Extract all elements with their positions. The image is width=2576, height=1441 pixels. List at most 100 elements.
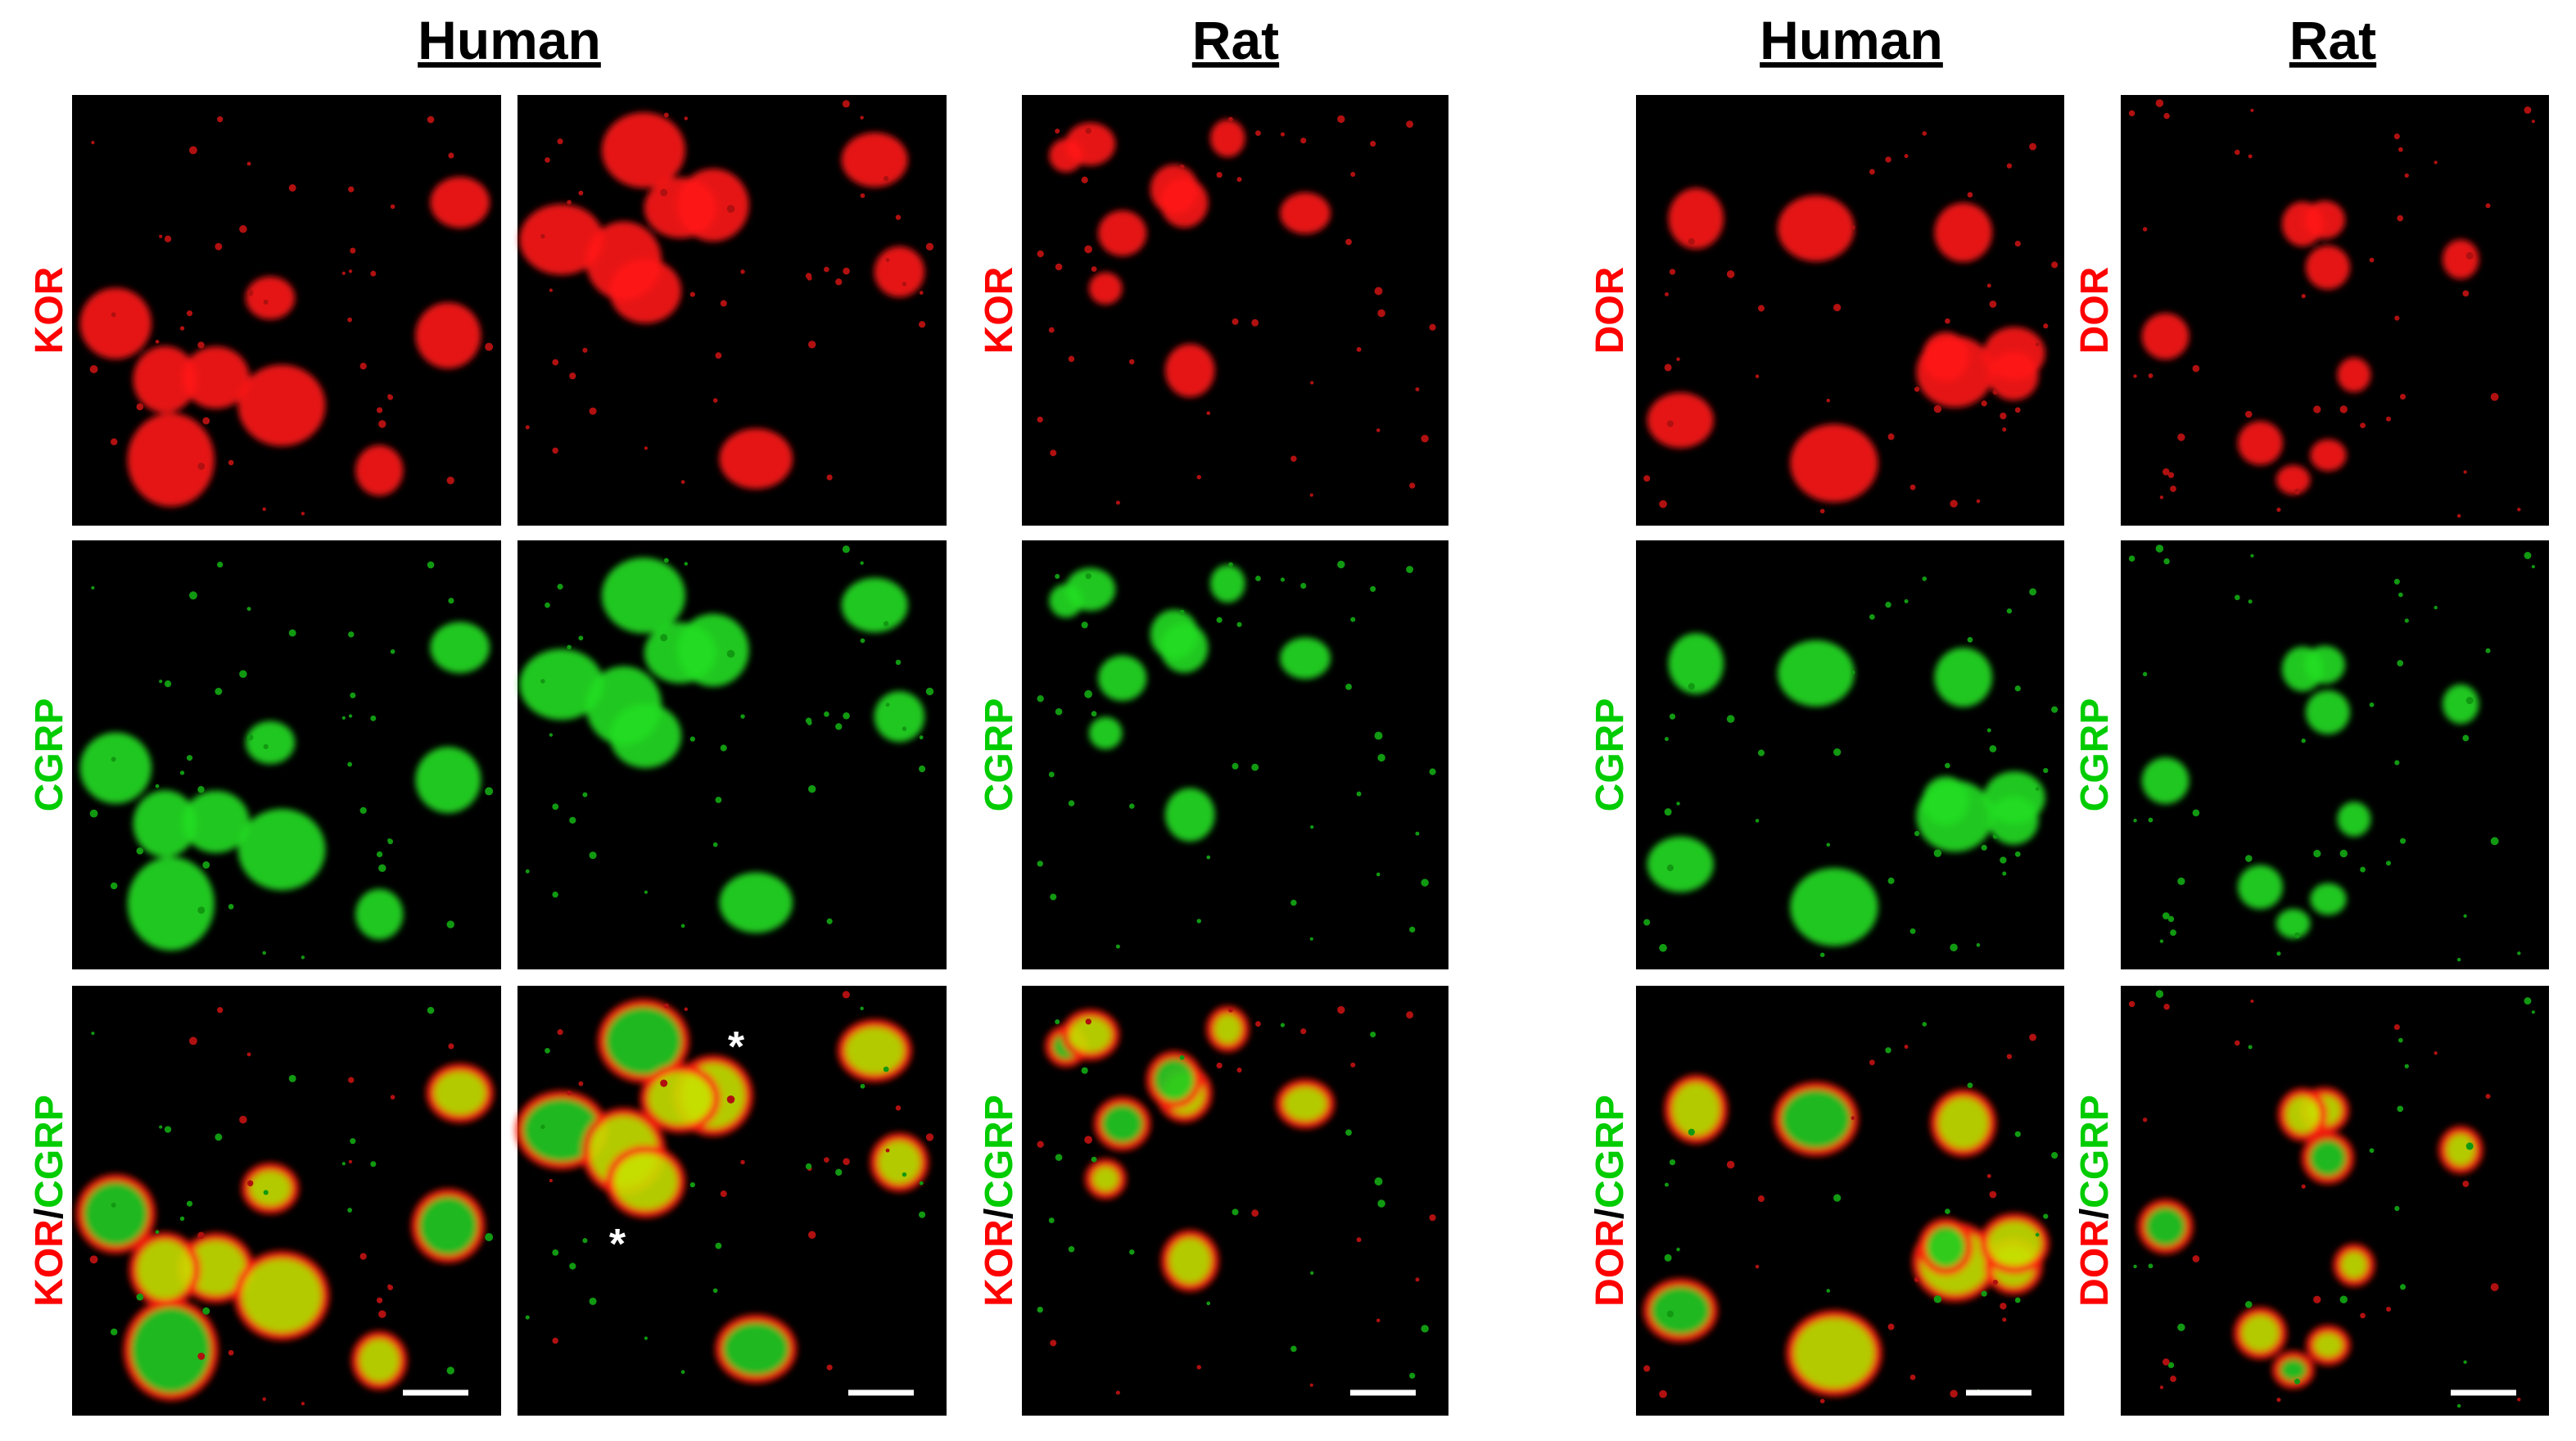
speckle (2248, 154, 2253, 159)
row-label: KOR (978, 267, 1021, 355)
cell (1098, 210, 1147, 256)
speckle (589, 1297, 597, 1305)
cell (2337, 357, 2371, 393)
speckle (2128, 555, 2135, 562)
cell (2310, 883, 2347, 915)
speckle (2456, 957, 2461, 962)
speckle (2155, 990, 2164, 998)
speckle (1869, 1059, 1875, 1066)
speckle (1280, 1023, 1286, 1028)
speckle (1676, 1247, 1680, 1252)
speckle (1084, 1136, 1092, 1144)
speckle (446, 1366, 454, 1375)
speckle (164, 680, 172, 688)
speckle (2142, 1117, 2148, 1123)
speckle (2434, 1051, 2438, 1055)
cell (519, 648, 604, 720)
cells (2141, 201, 2479, 495)
speckle (545, 157, 550, 163)
speckle (1068, 800, 1075, 806)
speckle (1664, 737, 1669, 742)
speckle (842, 991, 850, 999)
cell (1206, 1005, 1250, 1052)
cell (233, 1250, 330, 1341)
speckle (427, 115, 435, 124)
speckle (1406, 1011, 1414, 1019)
speckle (2399, 393, 2407, 400)
speckle (2014, 851, 2021, 857)
speckle (390, 1095, 395, 1100)
speckle (427, 561, 435, 569)
speckle (2490, 392, 2499, 401)
speckle (712, 842, 718, 847)
speckle (1129, 1249, 1135, 1255)
speckle (540, 679, 545, 684)
speckle (2490, 837, 2499, 846)
speckle (1415, 387, 1420, 392)
speckle (2029, 588, 2037, 596)
speckle (1659, 1389, 1667, 1398)
speckle (2043, 323, 2049, 329)
cell (874, 246, 925, 297)
speckle (1933, 849, 1942, 857)
speckle (569, 373, 576, 380)
speckle (1885, 156, 1891, 163)
speckle (448, 152, 454, 159)
speckle (448, 598, 454, 604)
speckle (378, 864, 386, 873)
speckle (91, 585, 95, 590)
speckle (2399, 1284, 2407, 1290)
speckle (1421, 879, 1429, 887)
speckle (2250, 999, 2254, 1003)
speckle (1115, 944, 1120, 949)
speckle (525, 425, 530, 430)
speckle (1992, 389, 1998, 395)
speckle (525, 1315, 530, 1320)
speckle (485, 342, 494, 351)
speckle (159, 234, 163, 238)
speckle (2043, 1213, 2049, 1219)
speckle (288, 629, 296, 637)
row-label: CGRP (978, 698, 1021, 812)
speckle (2162, 468, 2170, 476)
speckle (2248, 599, 2253, 604)
speckle (387, 1285, 394, 1290)
speckle (2142, 227, 2148, 232)
cell (1790, 868, 1878, 946)
speckle (262, 1397, 266, 1402)
speckle (1055, 707, 1063, 716)
speckle (578, 635, 584, 641)
speckle (2192, 809, 2200, 817)
row-label: CGRP (28, 698, 71, 812)
speckle (567, 644, 572, 650)
speckle (1255, 1021, 1261, 1027)
cell (182, 790, 250, 853)
speckle (1085, 128, 1091, 134)
speckle (1914, 1276, 1920, 1282)
speckle (1050, 1339, 1057, 1347)
speckle (1216, 171, 1222, 178)
speckle (2002, 871, 2007, 876)
speckle (808, 1231, 816, 1239)
speckle (111, 757, 116, 762)
speckle (660, 634, 668, 642)
speckle (567, 1090, 572, 1095)
cell (2333, 1243, 2375, 1287)
speckle (1251, 763, 1259, 771)
speckle (2142, 671, 2148, 677)
cell (605, 1145, 686, 1218)
speckle (1421, 434, 1429, 443)
speckle (2294, 488, 2301, 495)
speckle (1688, 683, 1695, 690)
speckle (136, 847, 144, 855)
speckle (1232, 762, 1239, 770)
speckle (2485, 1093, 2491, 1100)
speckle (1337, 1005, 1345, 1014)
speckle (1196, 475, 1201, 480)
speckle (2006, 163, 2013, 169)
cell (415, 302, 481, 369)
speckle (552, 1249, 559, 1256)
speckle (2014, 685, 2021, 692)
speckle (2394, 315, 2400, 321)
